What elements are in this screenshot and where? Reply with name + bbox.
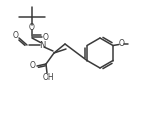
Text: O: O [43, 33, 48, 42]
Text: O: O [29, 23, 35, 31]
Text: O: O [13, 30, 19, 39]
Text: OH: OH [42, 73, 54, 83]
Text: N: N [39, 41, 45, 49]
Text: O: O [119, 39, 125, 48]
Text: O: O [30, 61, 36, 71]
